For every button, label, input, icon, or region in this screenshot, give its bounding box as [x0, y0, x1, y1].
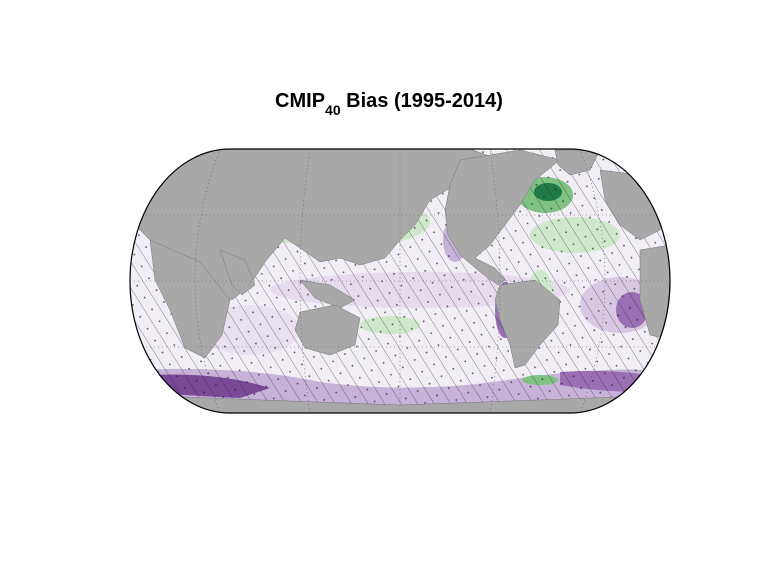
maritime-continent	[299, 279, 356, 309]
graticule	[130, 149, 670, 413]
africa	[149, 239, 231, 359]
title-subscript: 40	[325, 102, 341, 118]
map-title: CMIP40 Bias (1995-2014)	[0, 90, 778, 118]
land-masses	[130, 149, 670, 413]
title-prefix: CMIP	[275, 90, 326, 112]
south-america	[494, 279, 561, 369]
australia	[294, 304, 361, 356]
map-content	[130, 149, 670, 413]
india	[219, 249, 256, 296]
map-frame	[129, 148, 671, 414]
title-suffix: Bias (1995-2014)	[340, 90, 503, 112]
north-america	[444, 149, 561, 286]
